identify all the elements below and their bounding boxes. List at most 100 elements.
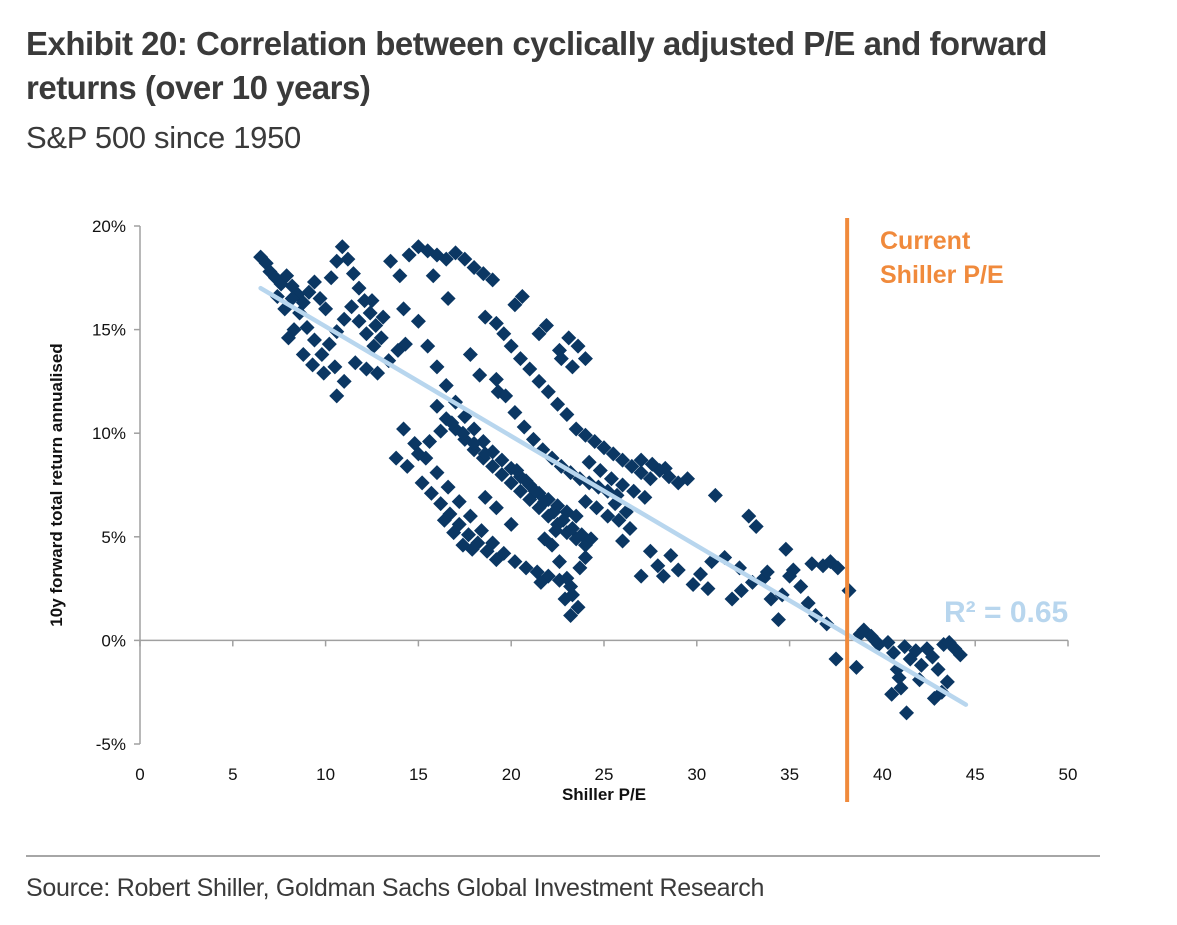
data-point (525, 431, 541, 447)
data-point (488, 552, 504, 568)
data-point (899, 705, 915, 721)
data-point (570, 338, 586, 354)
data-point (548, 523, 564, 539)
data-point (637, 489, 653, 505)
data-point (615, 533, 631, 549)
data-point (733, 583, 749, 599)
data-point (583, 531, 599, 547)
data-point (392, 268, 408, 284)
data-point (587, 433, 603, 449)
data-point (477, 309, 493, 325)
data-point (323, 270, 339, 286)
data-point (306, 274, 322, 290)
data-point (314, 346, 330, 362)
data-point (420, 243, 436, 259)
overlay (258, 218, 969, 802)
data-point (512, 351, 528, 367)
x-tick-label: 10 (316, 765, 335, 784)
data-point (410, 313, 426, 329)
footer-divider (26, 855, 1100, 857)
data-point (479, 543, 495, 559)
data-point (693, 566, 709, 582)
page-subtitle: S&P 500 since 1950 (26, 120, 301, 155)
data-point (568, 508, 584, 524)
data-point (563, 608, 579, 624)
y-tick-label: 5% (101, 528, 126, 547)
data-point (522, 361, 538, 377)
data-point (603, 471, 619, 487)
data-point (507, 554, 523, 570)
data-point (451, 494, 467, 510)
data-point (316, 365, 332, 381)
data-point (474, 523, 490, 539)
data-point (930, 661, 946, 677)
current-pe-label-line1: Current (880, 227, 971, 255)
data-point (568, 421, 584, 437)
data-point (741, 508, 757, 524)
data-point (440, 291, 456, 307)
data-point (438, 251, 454, 267)
data-point (577, 494, 593, 510)
data-point (351, 280, 367, 296)
data-point (503, 338, 519, 354)
data-point (336, 373, 352, 389)
data-point (570, 599, 586, 615)
data-point (312, 291, 328, 307)
y-tick-label: 0% (101, 631, 126, 650)
data-point (433, 496, 449, 512)
data-point (537, 494, 553, 510)
data-point (485, 458, 501, 474)
data-point (396, 301, 412, 317)
data-point (897, 639, 913, 655)
x-tick-label: 30 (687, 765, 706, 784)
x-tick-label: 5 (228, 765, 237, 784)
data-point (375, 309, 391, 325)
x-tick-label: 35 (780, 765, 799, 784)
data-point (329, 388, 345, 404)
data-point (368, 317, 384, 333)
page-title: Exhibit 20: Correlation between cyclical… (26, 25, 1047, 106)
data-point (423, 485, 439, 501)
data-point (680, 471, 696, 487)
data-point (626, 483, 642, 499)
data-point (433, 423, 449, 439)
x-tick-label: 40 (873, 765, 892, 784)
data-point (494, 452, 510, 468)
data-point (546, 504, 562, 520)
data-point (366, 338, 382, 354)
data-point (596, 440, 612, 456)
data-point (514, 288, 530, 304)
data-point (301, 284, 317, 300)
data-point (373, 330, 389, 346)
y-tick-label: 15% (92, 321, 126, 340)
data-point (438, 378, 454, 394)
x-tick-label: 50 (1059, 765, 1078, 784)
data-point (420, 338, 436, 354)
data-point (329, 253, 345, 269)
data-point (396, 421, 412, 437)
data-point (657, 460, 673, 476)
data-point (778, 541, 794, 557)
data-point (503, 475, 519, 491)
data-point (533, 574, 549, 590)
data-point (538, 317, 554, 333)
data-point (414, 475, 430, 491)
data-point (577, 427, 593, 443)
data-point (446, 525, 462, 541)
data-point (336, 311, 352, 327)
data-point (299, 320, 315, 336)
data-point (516, 419, 532, 435)
data-point (397, 336, 413, 352)
data-point (286, 322, 302, 338)
data-point (748, 518, 764, 534)
data-point (913, 657, 929, 673)
data-point (581, 454, 597, 470)
data-point (577, 351, 593, 367)
data-point (939, 674, 955, 690)
data-point (893, 680, 909, 696)
data-point (670, 562, 686, 578)
x-axis-label: Shiller P/E (562, 785, 646, 804)
y-axis-label: 10y forward total return annualised (47, 343, 66, 626)
data-point (724, 591, 740, 607)
data-point (600, 508, 616, 524)
